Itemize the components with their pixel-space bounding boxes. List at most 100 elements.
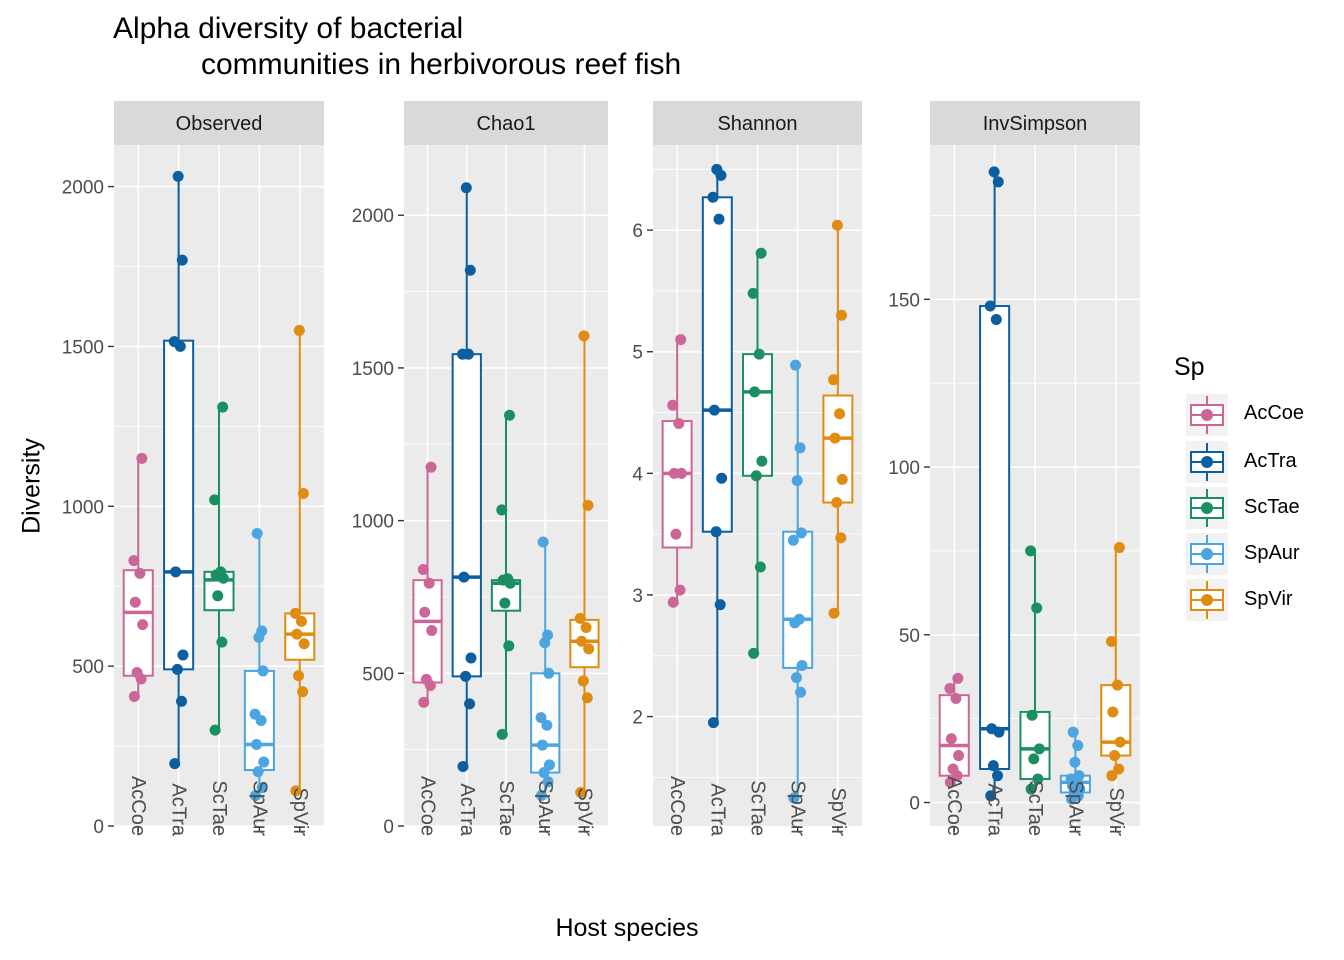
x-tick-label: AcTra bbox=[168, 783, 190, 836]
x-tick-label: AcCoe bbox=[943, 776, 965, 836]
data-point bbox=[457, 760, 469, 772]
box-iqr bbox=[163, 339, 195, 671]
boxplot-accoe bbox=[122, 452, 154, 703]
data-point bbox=[417, 563, 429, 575]
y-axis-title: Diversity bbox=[17, 438, 46, 534]
data-point bbox=[257, 665, 269, 677]
data-point bbox=[1114, 736, 1126, 748]
data-point bbox=[496, 504, 508, 516]
legend-title: Sp bbox=[1174, 353, 1205, 381]
data-point bbox=[291, 628, 303, 640]
data-point bbox=[707, 717, 719, 729]
data-point bbox=[460, 182, 472, 194]
data-point bbox=[535, 712, 547, 724]
data-point bbox=[1033, 743, 1045, 755]
data-point bbox=[828, 607, 840, 619]
x-tick-label: SpVir bbox=[573, 787, 595, 836]
data-point bbox=[992, 176, 1004, 188]
y-tick-label: 150 bbox=[888, 290, 920, 311]
data-point bbox=[425, 461, 437, 473]
data-point bbox=[1032, 773, 1044, 785]
data-point bbox=[298, 638, 310, 650]
data-point bbox=[171, 663, 183, 675]
data-point bbox=[944, 776, 956, 788]
data-point bbox=[134, 567, 146, 579]
data-point bbox=[537, 536, 549, 548]
x-tick-label: SpVir bbox=[289, 787, 311, 836]
data-point bbox=[420, 673, 432, 685]
x-tick-label: AcTra bbox=[456, 783, 478, 836]
boxplot-spaur bbox=[243, 527, 275, 802]
data-point bbox=[256, 625, 268, 637]
y-tick-label: 2000 bbox=[352, 206, 394, 227]
legend-label-spvir: SpVir bbox=[1244, 588, 1293, 610]
data-point bbox=[542, 629, 554, 641]
data-point bbox=[176, 254, 188, 266]
data-point bbox=[504, 409, 516, 421]
data-point bbox=[582, 499, 594, 511]
y-tick-label: 4 bbox=[632, 464, 643, 485]
data-point bbox=[713, 213, 725, 225]
data-point bbox=[673, 417, 685, 429]
data-point bbox=[747, 287, 759, 299]
x-tick-label: ScTae bbox=[495, 780, 517, 836]
data-point bbox=[986, 723, 998, 735]
boxplot-spvir bbox=[569, 330, 600, 798]
data-point bbox=[787, 534, 799, 546]
data-point bbox=[215, 566, 227, 578]
data-point bbox=[129, 596, 141, 608]
data-point bbox=[128, 691, 140, 703]
legend-key-point bbox=[1201, 548, 1213, 560]
data-point bbox=[990, 313, 1002, 325]
data-point bbox=[795, 527, 807, 539]
boxplot-actra bbox=[163, 170, 195, 770]
data-point bbox=[256, 782, 268, 794]
boxplot-spaur bbox=[530, 536, 561, 801]
data-point bbox=[290, 785, 302, 797]
data-point bbox=[791, 475, 803, 487]
y-tick-label: 0 bbox=[93, 817, 104, 838]
boxplot-sctae bbox=[490, 409, 522, 740]
data-point bbox=[831, 219, 843, 231]
y-tick-label: 2 bbox=[632, 708, 643, 729]
data-point bbox=[212, 590, 224, 602]
boxplot-accoe bbox=[412, 461, 443, 708]
data-point bbox=[542, 776, 554, 788]
legend-label-sctae: ScTae bbox=[1244, 496, 1300, 518]
facet-panel-chao1: Chao1 0 500 1000 1500 2000 AcCoe AcTra ScTae SpAu… bbox=[352, 101, 608, 838]
data-point bbox=[670, 528, 682, 540]
data-point bbox=[209, 494, 221, 506]
data-point bbox=[836, 473, 848, 485]
boxplot-spvir bbox=[1100, 542, 1132, 782]
data-point bbox=[465, 652, 477, 664]
y-tick-label: 1000 bbox=[352, 512, 394, 533]
data-point bbox=[137, 619, 149, 631]
x-tick-label: SpVir bbox=[827, 787, 849, 836]
x-axis-title: Host species bbox=[555, 914, 699, 942]
x-tick-label: ScTae bbox=[208, 780, 230, 836]
data-point bbox=[1113, 763, 1125, 775]
data-point bbox=[209, 724, 221, 736]
y-tick-label: 50 bbox=[899, 626, 920, 647]
data-point bbox=[1109, 750, 1121, 762]
box-iqr bbox=[661, 420, 693, 549]
data-point bbox=[831, 497, 843, 509]
data-point bbox=[944, 682, 956, 694]
y-tick-label: 500 bbox=[362, 664, 394, 685]
facet-strip-label: InvSimpson bbox=[983, 113, 1088, 135]
legend-key-actra bbox=[1186, 441, 1228, 483]
x-tick-label: ScTae bbox=[747, 780, 769, 836]
data-point bbox=[984, 300, 996, 312]
legend-key-point bbox=[1201, 456, 1213, 468]
facet-strip-label: Shannon bbox=[717, 113, 797, 135]
data-point bbox=[576, 635, 588, 647]
facet-strip bbox=[930, 101, 1140, 145]
data-point bbox=[581, 692, 593, 704]
y-tick-label: 100 bbox=[888, 458, 920, 479]
data-point bbox=[714, 599, 726, 611]
data-point bbox=[496, 728, 508, 740]
data-point bbox=[251, 527, 263, 539]
x-tick-label: SpAur bbox=[248, 780, 270, 836]
data-point bbox=[707, 191, 719, 203]
